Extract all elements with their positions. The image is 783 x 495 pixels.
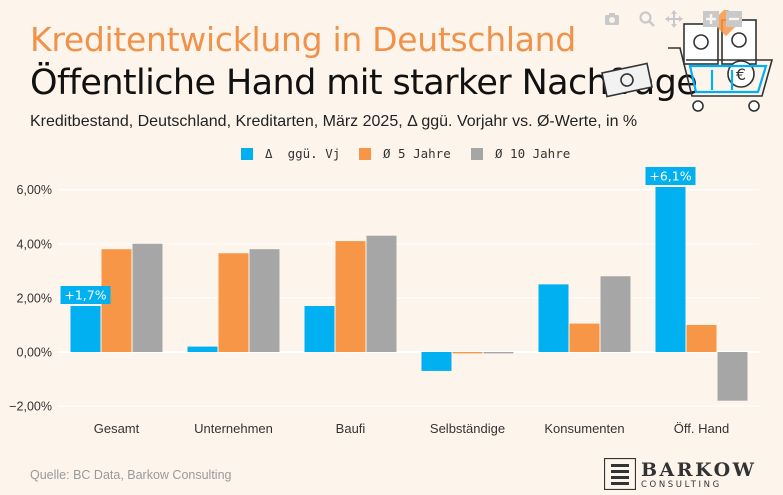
bar-10y bbox=[249, 249, 280, 352]
legend-item-delta[interactable]: Δ ggü. Vj bbox=[241, 146, 340, 161]
bar-delta bbox=[304, 306, 335, 352]
annotation-box bbox=[60, 286, 111, 305]
company-logo: BARKOW CONSULTING bbox=[604, 458, 774, 490]
bar-10y bbox=[366, 235, 397, 352]
bar-10y bbox=[483, 352, 514, 354]
y-tick-label: 2,00% bbox=[17, 291, 52, 305]
logo-tagline: CONSULTING bbox=[641, 480, 722, 490]
pan-icon[interactable] bbox=[665, 10, 683, 28]
bar-5y bbox=[218, 253, 249, 352]
legend-item-5y[interactable]: Ø 5 Jahre bbox=[359, 146, 451, 161]
chart-headline: Öffentliche Hand mit starker Nachfrage bbox=[30, 63, 698, 103]
bar-10y bbox=[600, 276, 631, 352]
bar-5y bbox=[686, 324, 717, 352]
x-tick-label: Gesamt bbox=[94, 421, 140, 436]
zoom-in-icon[interactable] bbox=[702, 10, 720, 28]
chart-toolbar bbox=[603, 8, 753, 30]
legend-swatch-10y bbox=[471, 147, 483, 160]
x-tick-label: Öff. Hand bbox=[674, 421, 729, 436]
bar-5y bbox=[452, 352, 483, 354]
bar-delta bbox=[421, 352, 452, 371]
bar-delta bbox=[70, 306, 101, 352]
y-tick-label: 4,00% bbox=[17, 237, 52, 251]
chart-legend: Δ ggü. Vj Ø 5 Jahre Ø 10 Jahre bbox=[0, 146, 783, 166]
legend-item-10y[interactable]: Ø 10 Jahre bbox=[471, 146, 570, 161]
chart-title: Kreditentwicklung in Deutschland bbox=[30, 20, 576, 59]
annotation-label: +1,7% bbox=[64, 288, 106, 303]
x-tick-label: Konsumenten bbox=[544, 421, 624, 436]
bar-delta bbox=[655, 186, 686, 352]
chart-subtitle: Kreditbestand, Deutschland, Kreditarten,… bbox=[30, 113, 638, 130]
y-tick-label: 6,00% bbox=[17, 183, 52, 197]
svg-text:€: € bbox=[736, 65, 746, 84]
source-note: Quelle: BC Data, Barkow Consulting bbox=[30, 468, 232, 482]
legend-swatch-5y bbox=[359, 147, 371, 160]
camera-icon[interactable] bbox=[603, 10, 621, 28]
x-tick-label: Baufi bbox=[336, 421, 366, 436]
zoom-out-icon[interactable] bbox=[725, 10, 743, 28]
bar-10y bbox=[132, 243, 163, 352]
y-tick-label: 0,00% bbox=[17, 346, 52, 360]
bar-delta bbox=[538, 284, 569, 352]
bar-5y bbox=[335, 241, 366, 352]
annotation-label: +6,1% bbox=[649, 168, 691, 183]
legend-swatch-delta bbox=[241, 147, 253, 160]
x-tick-label: Selbständige bbox=[430, 421, 505, 436]
logo-wordmark: BARKOW bbox=[641, 459, 757, 481]
legend-label-10y: Ø 10 Jahre bbox=[495, 146, 571, 161]
zoom-icon[interactable] bbox=[638, 10, 656, 28]
annotation-box bbox=[645, 166, 696, 185]
x-tick-label: Unternehmen bbox=[194, 421, 273, 436]
y-tick-label: −2,00% bbox=[9, 400, 52, 414]
logo-icon bbox=[604, 458, 636, 490]
cart-illustration-icon: € bbox=[601, 10, 774, 112]
legend-label-5y: Ø 5 Jahre bbox=[383, 146, 451, 161]
legend-label-delta: Δ ggü. Vj bbox=[265, 146, 341, 161]
bar-10y bbox=[717, 352, 748, 401]
bar-5y bbox=[569, 323, 600, 352]
bar-delta bbox=[187, 346, 218, 352]
